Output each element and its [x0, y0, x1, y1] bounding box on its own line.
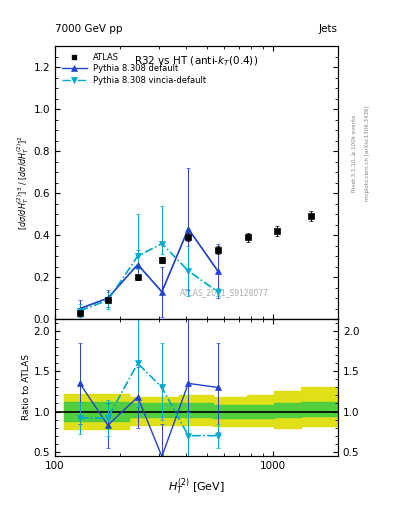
Text: Rivet 3.1.10, ≥ 100k events: Rivet 3.1.10, ≥ 100k events [352, 115, 357, 192]
Text: R32 vs HT (anti-$k_T$(0.4)): R32 vs HT (anti-$k_T$(0.4)) [134, 54, 259, 68]
Text: ATLAS_2011_S9128077: ATLAS_2011_S9128077 [180, 288, 269, 297]
Y-axis label: $[d\sigma/dH_T^{(2)}]^3$ / $[d\sigma/dH_T^{(2)}]^2$: $[d\sigma/dH_T^{(2)}]^3$ / $[d\sigma/dH_… [15, 135, 31, 230]
Text: 7000 GeV pp: 7000 GeV pp [55, 24, 123, 34]
Text: mcplots.cern.ch [arXiv:1306.3436]: mcplots.cern.ch [arXiv:1306.3436] [365, 106, 371, 201]
Y-axis label: Ratio to ATLAS: Ratio to ATLAS [22, 354, 31, 420]
X-axis label: $H_T^{(2)}$ [GeV]: $H_T^{(2)}$ [GeV] [168, 476, 225, 497]
Text: Jets: Jets [319, 24, 338, 34]
Legend: ATLAS, Pythia 8.308 default, Pythia 8.308 vincia-default: ATLAS, Pythia 8.308 default, Pythia 8.30… [59, 50, 209, 87]
